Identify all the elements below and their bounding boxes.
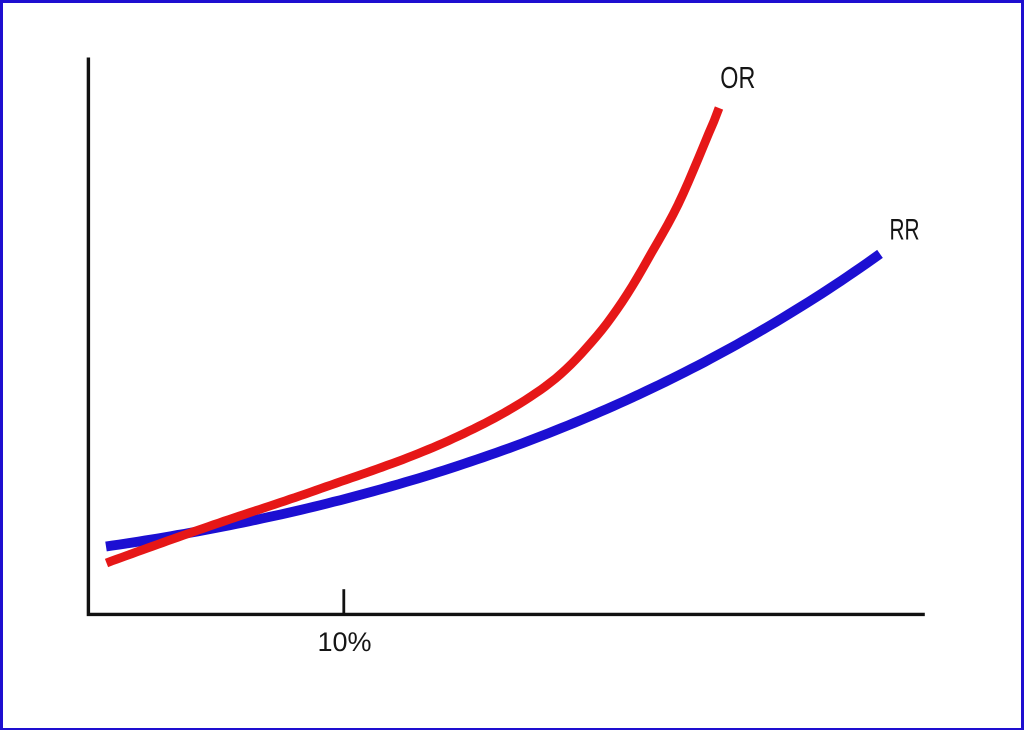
svg-text:10%: 10% (317, 627, 371, 657)
svg-text:RR: RR (890, 214, 920, 247)
svg-text:OR: OR (720, 60, 755, 95)
